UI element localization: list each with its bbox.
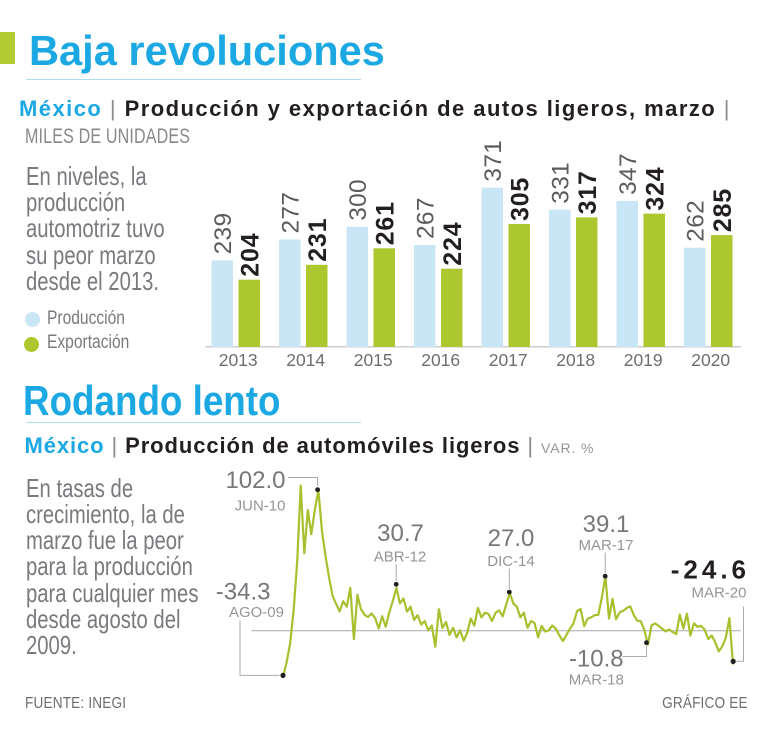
svg-text:AGO-09: AGO-09 [229,604,284,621]
svg-text:305: 305 [506,177,534,221]
svg-text:331: 331 [547,162,574,204]
svg-text:300: 300 [345,179,372,221]
svg-text:MAR-17: MAR-17 [578,537,633,554]
svg-text:ABR-12: ABR-12 [374,549,427,566]
svg-text:30.7: 30.7 [377,520,424,547]
svg-text:371: 371 [480,140,507,182]
svg-text:2014: 2014 [286,350,325,370]
svg-text:267: 267 [412,197,439,239]
svg-text:MAR-20: MAR-20 [691,585,746,602]
svg-text:27.0: 27.0 [488,525,535,552]
svg-text:261: 261 [371,201,399,245]
svg-text:204: 204 [236,233,264,277]
svg-text:102.0: 102.0 [225,467,285,494]
svg-text:231: 231 [304,218,332,262]
svg-text:39.1: 39.1 [583,511,630,538]
svg-text:2020: 2020 [691,350,730,370]
svg-text:DIC-14: DIC-14 [487,553,535,570]
svg-text:2018: 2018 [556,350,595,370]
svg-text:-10.8: -10.8 [569,646,624,673]
svg-text:2016: 2016 [421,350,460,370]
svg-text:317: 317 [574,170,602,214]
svg-text:2017: 2017 [489,350,528,370]
svg-text:MAR-18: MAR-18 [569,672,624,689]
svg-text:2019: 2019 [624,350,663,370]
svg-text:277: 277 [277,192,304,234]
svg-text:-34.3: -34.3 [216,579,271,606]
svg-text:347: 347 [615,153,642,195]
svg-text:2015: 2015 [354,350,393,370]
svg-text:324: 324 [641,166,669,210]
svg-text:224: 224 [439,222,467,266]
svg-text:JUN-10: JUN-10 [235,498,286,515]
svg-text:-24.6: -24.6 [671,555,750,585]
svg-text:239: 239 [210,213,237,255]
svg-text:262: 262 [682,200,709,242]
svg-text:285: 285 [709,188,737,232]
svg-text:2013: 2013 [219,350,258,370]
